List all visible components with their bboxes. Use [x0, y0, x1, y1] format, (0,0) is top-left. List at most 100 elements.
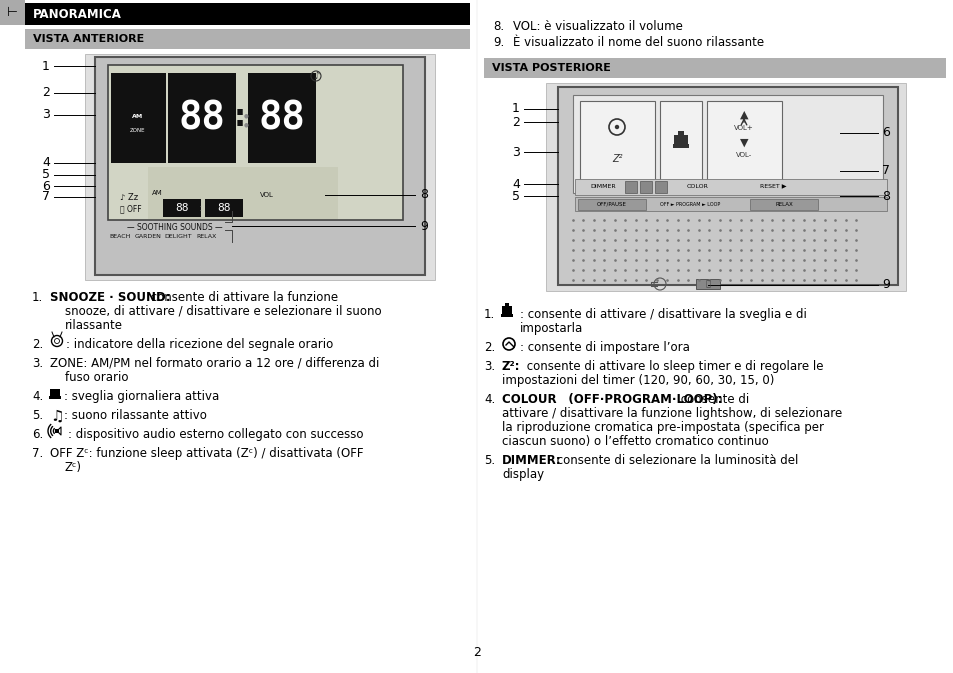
- Text: DIMMER: DIMMER: [590, 184, 616, 188]
- Text: 1: 1: [42, 59, 50, 73]
- Text: 9: 9: [419, 219, 428, 232]
- Text: 2.: 2.: [483, 341, 495, 354]
- Text: PANORAMICA: PANORAMICA: [33, 7, 122, 20]
- Text: consente di: consente di: [677, 393, 748, 406]
- Bar: [168, 73, 235, 163]
- Text: 2: 2: [473, 646, 480, 659]
- Text: la riproduzione cromatica pre-impostata (specifica per: la riproduzione cromatica pre-impostata …: [501, 421, 823, 434]
- Text: rilassante: rilassante: [65, 319, 123, 332]
- Text: VOL: è visualizzato il volume: VOL: è visualizzato il volume: [513, 20, 682, 33]
- Text: 8.: 8.: [493, 20, 503, 33]
- Bar: [504, 303, 509, 306]
- Text: 7: 7: [882, 164, 889, 178]
- Bar: [483, 58, 945, 78]
- Text: :: :: [233, 104, 246, 133]
- Text: 3.: 3.: [483, 360, 495, 373]
- Text: VOL: VOL: [260, 192, 274, 198]
- Text: consente di attivare lo sleep timer e di regolare le: consente di attivare lo sleep timer e di…: [522, 360, 822, 373]
- Bar: [624, 181, 637, 193]
- Bar: [25, 29, 470, 49]
- Text: ♪ Zz: ♪ Zz: [120, 194, 138, 203]
- Text: snooze, di attivare / disattivare e selezionare il suono: snooze, di attivare / disattivare e sele…: [65, 305, 381, 318]
- Text: ●: ●: [243, 114, 248, 118]
- Bar: [575, 179, 886, 195]
- Text: ⊢: ⊢: [7, 7, 17, 20]
- Text: ⦾ OFF: ⦾ OFF: [120, 205, 141, 213]
- Text: RESET ▶: RESET ▶: [759, 184, 785, 188]
- Text: Z²:: Z²:: [501, 360, 520, 373]
- Text: : indicatore della ricezione del segnale orario: : indicatore della ricezione del segnale…: [66, 338, 333, 351]
- Text: 88: 88: [178, 99, 225, 137]
- Text: 8: 8: [419, 188, 428, 201]
- Bar: [55, 429, 59, 433]
- Bar: [85, 54, 435, 280]
- Text: 88: 88: [217, 203, 231, 213]
- Text: 3: 3: [42, 108, 50, 122]
- Text: Z²: Z²: [611, 154, 621, 164]
- Bar: [49, 396, 61, 399]
- Text: È visualizzato il nome del suono rilassante: È visualizzato il nome del suono rilassa…: [513, 36, 763, 49]
- Text: COLOUR (OFF·PROGRAM·LOOP):: COLOUR (OFF·PROGRAM·LOOP):: [501, 393, 721, 406]
- Text: GARDEN: GARDEN: [134, 234, 161, 238]
- Text: VOL-: VOL-: [735, 152, 751, 158]
- Text: AM: AM: [132, 114, 144, 120]
- Bar: [0, 0, 25, 25]
- Bar: [678, 131, 683, 135]
- Text: RELAX: RELAX: [196, 234, 217, 238]
- Bar: [639, 181, 651, 193]
- Text: VOL+: VOL+: [734, 125, 753, 131]
- Bar: [579, 101, 655, 183]
- Text: 6: 6: [42, 180, 50, 192]
- Bar: [749, 199, 817, 210]
- Text: 2.: 2.: [32, 338, 43, 351]
- Bar: [163, 199, 201, 217]
- Text: SNOOZE · SOUND:: SNOOZE · SOUND:: [50, 291, 171, 304]
- Text: 6: 6: [882, 127, 889, 139]
- Text: ciascun suono) o l’effetto cromatico continuo: ciascun suono) o l’effetto cromatico con…: [501, 435, 768, 448]
- Text: 88: 88: [175, 203, 189, 213]
- Text: ♪: ♪: [313, 71, 319, 81]
- Bar: [500, 314, 513, 317]
- Text: 2: 2: [42, 87, 50, 100]
- Bar: [659, 101, 701, 183]
- Text: 4.: 4.: [32, 390, 43, 403]
- Text: :: :: [199, 203, 202, 213]
- Text: consente di attivare la funzione: consente di attivare la funzione: [147, 291, 337, 304]
- Text: 1: 1: [512, 102, 519, 116]
- Text: impostarla: impostarla: [519, 322, 582, 335]
- Text: ▲: ▲: [739, 110, 747, 120]
- Bar: [545, 83, 905, 291]
- Text: impostazioni del timer (120, 90, 60, 30, 15, 0): impostazioni del timer (120, 90, 60, 30,…: [501, 374, 774, 387]
- Text: 5.: 5.: [483, 454, 495, 467]
- Text: ZONE: AM/PM nel formato orario a 12 ore / differenza di: ZONE: AM/PM nel formato orario a 12 ore …: [50, 357, 379, 370]
- Text: — SOOTHING SOUNDS —: — SOOTHING SOUNDS —: [127, 223, 223, 232]
- Bar: [50, 389, 60, 398]
- Text: 3: 3: [512, 145, 519, 159]
- Bar: [573, 95, 882, 193]
- Text: Zᶜ): Zᶜ): [65, 461, 82, 474]
- Bar: [673, 135, 687, 147]
- Text: 4.: 4.: [483, 393, 495, 406]
- Text: 6.: 6.: [32, 428, 43, 441]
- Text: 88: 88: [258, 99, 305, 137]
- Text: : consente di impostare l’ora: : consente di impostare l’ora: [519, 341, 689, 354]
- Text: AM: AM: [152, 190, 163, 196]
- Bar: [696, 279, 720, 289]
- Text: 8: 8: [882, 190, 889, 203]
- Text: ●: ●: [243, 122, 248, 127]
- Bar: [148, 167, 337, 219]
- Text: 5: 5: [512, 190, 519, 203]
- Text: 7: 7: [42, 190, 50, 203]
- Text: ♫: ♫: [50, 409, 64, 424]
- Text: DIMMER:: DIMMER:: [501, 454, 561, 467]
- Bar: [205, 199, 243, 217]
- Bar: [706, 101, 781, 183]
- Bar: [672, 144, 688, 148]
- Text: 7.: 7.: [32, 447, 43, 460]
- Text: 5: 5: [42, 168, 50, 182]
- Bar: [108, 65, 402, 220]
- Text: 2: 2: [512, 116, 519, 129]
- Text: attivare / disattivare la funzione lightshow, di selezionare: attivare / disattivare la funzione light…: [501, 407, 841, 420]
- Text: VISTA POSTERIORE: VISTA POSTERIORE: [492, 63, 610, 73]
- Text: ⦿: ⦿: [705, 279, 710, 289]
